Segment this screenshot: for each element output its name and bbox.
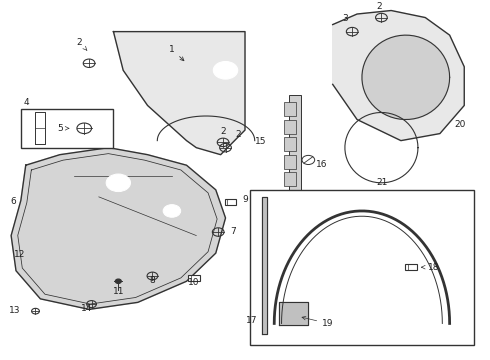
Polygon shape (362, 35, 450, 120)
Polygon shape (11, 148, 225, 309)
Bar (284, 102, 296, 116)
Text: 7: 7 (230, 227, 236, 236)
Text: 14: 14 (81, 304, 92, 313)
Text: 5: 5 (57, 124, 69, 133)
Bar (284, 172, 296, 186)
Bar (21, 109, 114, 148)
Bar (284, 155, 296, 169)
Polygon shape (333, 10, 464, 141)
Text: 6: 6 (10, 197, 16, 206)
Text: 16: 16 (316, 160, 327, 169)
Bar (188, 275, 200, 280)
Polygon shape (114, 32, 245, 155)
Text: 2: 2 (220, 127, 226, 136)
Circle shape (213, 62, 238, 79)
Text: 12: 12 (14, 249, 26, 258)
Text: 18: 18 (421, 263, 439, 272)
Text: 21: 21 (376, 177, 388, 186)
Text: 2: 2 (76, 38, 87, 50)
Text: 17: 17 (245, 316, 257, 325)
Text: 13: 13 (9, 306, 21, 315)
Bar (284, 120, 296, 134)
Text: 2: 2 (376, 2, 382, 11)
Text: 4: 4 (24, 98, 29, 107)
Text: 19: 19 (302, 316, 334, 328)
Circle shape (116, 279, 121, 283)
Bar (284, 137, 296, 151)
Polygon shape (279, 302, 308, 325)
Text: 9: 9 (243, 195, 248, 204)
Text: 2: 2 (235, 130, 241, 139)
Circle shape (106, 174, 130, 192)
Bar (289, 95, 301, 190)
Text: 3: 3 (343, 14, 348, 23)
Text: 15: 15 (255, 137, 267, 146)
Text: 10: 10 (188, 278, 199, 287)
Text: 20: 20 (455, 120, 466, 129)
Circle shape (163, 204, 181, 217)
Text: 1: 1 (169, 45, 184, 61)
Text: 11: 11 (113, 287, 124, 296)
Bar (405, 264, 416, 270)
Text: 8: 8 (149, 276, 155, 285)
Bar (250, 190, 474, 345)
Bar (224, 199, 236, 205)
Polygon shape (262, 197, 267, 334)
